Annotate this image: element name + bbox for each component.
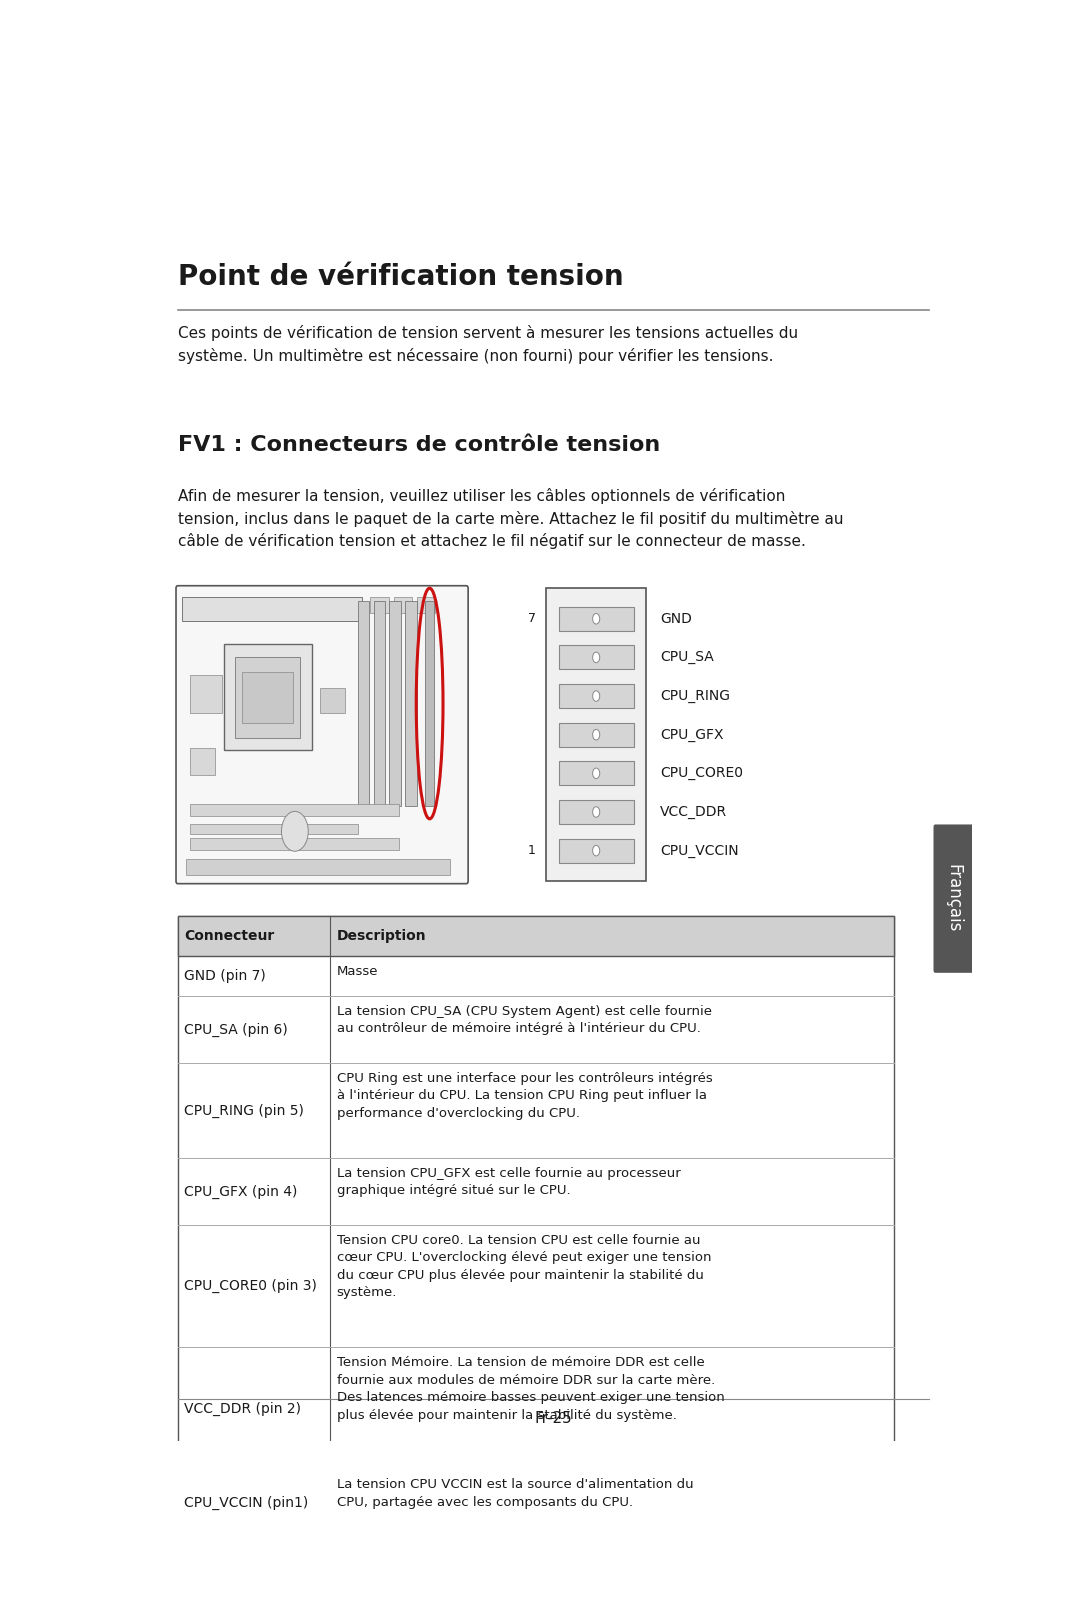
Text: 7: 7 (528, 612, 536, 625)
Text: Point de vérification tension: Point de vérification tension (178, 262, 623, 291)
Bar (224, 644, 312, 750)
Text: FV1 : Connecteurs de contrôle tension: FV1 : Connecteurs de contrôle tension (178, 436, 660, 455)
Text: VCC_DDR (pin 2): VCC_DDR (pin 2) (185, 1402, 301, 1415)
Text: CPU_VCCIN (pin1): CPU_VCCIN (pin1) (185, 1496, 309, 1511)
Circle shape (593, 614, 599, 623)
Text: Afin de mesurer la tension, veuillez utiliser les câbles optionnels de vérificat: Afin de mesurer la tension, veuillez uti… (178, 489, 843, 549)
Bar (374, 601, 386, 806)
Text: Tension CPU core0. La tension CPU est celle fournie au
cœur CPU. L'overclocking : Tension CPU core0. La tension CPU est ce… (337, 1234, 712, 1300)
Text: La tension CPU VCCIN est la source d'alimentation du
CPU, partagée avec les comp: La tension CPU VCCIN est la source d'ali… (337, 1478, 693, 1509)
Bar (235, 657, 300, 738)
Text: CPU_RING (pin 5): CPU_RING (pin 5) (185, 1104, 305, 1117)
Text: CPU_CORE0: CPU_CORE0 (660, 766, 743, 780)
Bar (370, 597, 389, 614)
Text: CPU_SA: CPU_SA (660, 651, 714, 664)
Bar (320, 688, 346, 712)
Circle shape (593, 691, 599, 701)
Text: CPU Ring est une interface pour les contrôleurs intégrés
à l'intérieur du CPU. L: CPU Ring est une interface pour les cont… (337, 1072, 713, 1120)
Text: Français: Français (945, 865, 962, 933)
Bar (558, 761, 634, 785)
Circle shape (593, 767, 599, 779)
Text: Description: Description (337, 929, 427, 942)
Bar (426, 601, 434, 806)
Circle shape (593, 730, 599, 740)
Bar (178, 916, 894, 955)
Text: Connecteur: Connecteur (185, 929, 274, 942)
Circle shape (593, 652, 599, 662)
Text: GND: GND (660, 612, 691, 627)
Text: CPU_RING: CPU_RING (660, 690, 730, 703)
Bar (190, 837, 400, 850)
Bar (405, 601, 417, 806)
Bar (186, 858, 449, 874)
Bar (190, 748, 215, 776)
Bar (558, 800, 634, 824)
Text: La tension CPU_SA (CPU System Agent) est celle fournie
au contrôleur de mémoire : La tension CPU_SA (CPU System Agent) est… (337, 1004, 712, 1035)
FancyBboxPatch shape (176, 586, 468, 884)
Circle shape (593, 845, 599, 856)
Bar (178, 916, 894, 1536)
Bar (190, 824, 357, 834)
Text: CPU_SA (pin 6): CPU_SA (pin 6) (185, 1023, 288, 1036)
FancyBboxPatch shape (933, 824, 974, 973)
Text: CPU_CORE0 (pin 3): CPU_CORE0 (pin 3) (185, 1279, 318, 1294)
Text: Tension Mémoire. La tension de mémoire DDR est celle
fournie aux modules de mémo: Tension Mémoire. La tension de mémoire D… (337, 1357, 725, 1421)
Text: 1: 1 (528, 843, 536, 856)
Bar (390, 601, 401, 806)
Circle shape (282, 811, 308, 852)
Text: CPU_GFX: CPU_GFX (660, 727, 724, 742)
Text: CPU_VCCIN: CPU_VCCIN (660, 843, 739, 858)
Text: Ces points de vérification de tension servent à mesurer les tensions actuelles d: Ces points de vérification de tension se… (178, 325, 798, 364)
Bar (357, 601, 369, 806)
Bar (181, 597, 362, 620)
Text: VCC_DDR: VCC_DDR (660, 805, 727, 819)
Text: Masse: Masse (337, 965, 378, 978)
Bar (417, 597, 435, 614)
Bar (190, 805, 400, 816)
Circle shape (593, 806, 599, 818)
Text: CPU_GFX (pin 4): CPU_GFX (pin 4) (185, 1185, 298, 1198)
Bar (558, 685, 634, 708)
Bar (558, 722, 634, 746)
Bar (558, 646, 634, 669)
Bar (546, 588, 647, 881)
Bar (190, 675, 222, 712)
Text: La tension CPU_GFX est celle fournie au processeur
graphique intégré situé sur l: La tension CPU_GFX est celle fournie au … (337, 1167, 680, 1196)
Bar (558, 607, 634, 631)
Bar (242, 672, 293, 722)
Text: Fr-25: Fr-25 (535, 1412, 572, 1426)
Bar (393, 597, 413, 614)
Bar (558, 839, 634, 863)
Text: GND (pin 7): GND (pin 7) (185, 968, 266, 983)
